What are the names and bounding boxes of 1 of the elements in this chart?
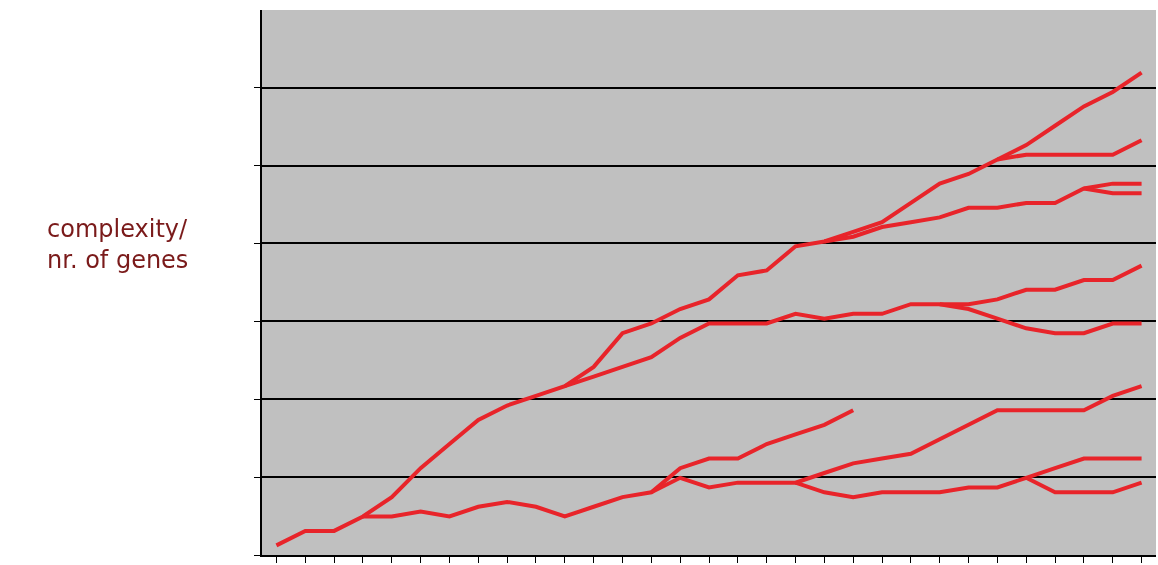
- y-axis-title: complexity/ nr. of genes: [47, 215, 189, 275]
